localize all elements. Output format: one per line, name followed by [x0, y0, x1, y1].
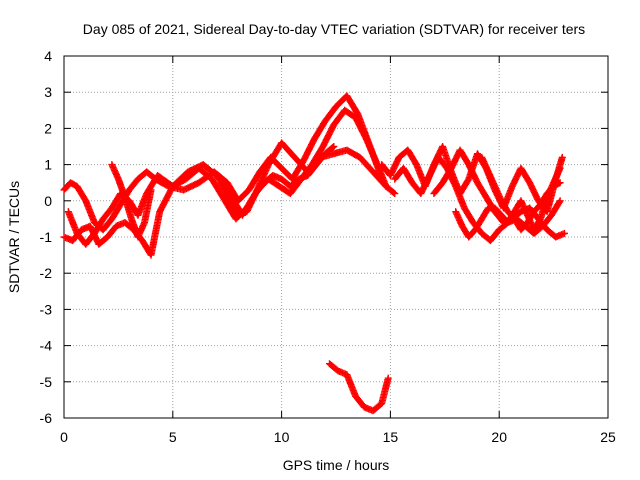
y-tick-label: -6 [40, 410, 53, 426]
y-tick-label: 4 [44, 48, 52, 64]
data-point [147, 186, 155, 194]
y-tick-label: -2 [40, 265, 53, 281]
y-tick-label: 2 [44, 120, 52, 136]
series-arc-6 [325, 360, 392, 415]
series-arc-5 [217, 143, 338, 219]
data-point [555, 179, 563, 187]
x-tick-label: 20 [491, 429, 507, 445]
chart-title: Day 085 of 2021, Sidereal Day-to-day VTE… [83, 21, 585, 37]
y-axis: -6 -5 -4 -3 -2 -1 0 1 2 3 4 [40, 48, 608, 426]
y-tick-label: -4 [40, 338, 53, 354]
data-point [560, 229, 568, 237]
x-tick-label: 0 [60, 429, 68, 445]
data-point [391, 190, 399, 198]
data-point [555, 198, 563, 206]
y-tick-label: 1 [44, 157, 52, 173]
data-point [556, 197, 564, 205]
data-point [329, 143, 337, 151]
series-arc-11 [478, 153, 564, 234]
x-tick-label: 25 [600, 429, 616, 445]
data-point [558, 153, 566, 161]
data-point [556, 164, 564, 172]
y-tick-label: 0 [44, 193, 52, 209]
y-tick-label: -3 [40, 301, 53, 317]
data-point [556, 179, 564, 187]
data-point [390, 189, 398, 197]
series-arc-10 [452, 164, 564, 241]
y-tick-label: -1 [40, 229, 53, 245]
data-point [330, 143, 338, 150]
y-tick-label: 3 [44, 84, 52, 100]
y-tick-label: -5 [40, 374, 53, 390]
data-points [60, 92, 568, 415]
x-tick-label: 10 [274, 429, 290, 445]
data-point [384, 374, 392, 382]
x-tick-label: 15 [383, 429, 399, 445]
x-axis-label: GPS time / hours [283, 457, 390, 473]
series-arc-4 [108, 161, 155, 241]
x-axis: 0 5 10 15 20 25 [60, 56, 616, 445]
x-tick-label: 5 [169, 429, 177, 445]
y-axis-label: SDTVAR / TECUs [6, 181, 22, 293]
